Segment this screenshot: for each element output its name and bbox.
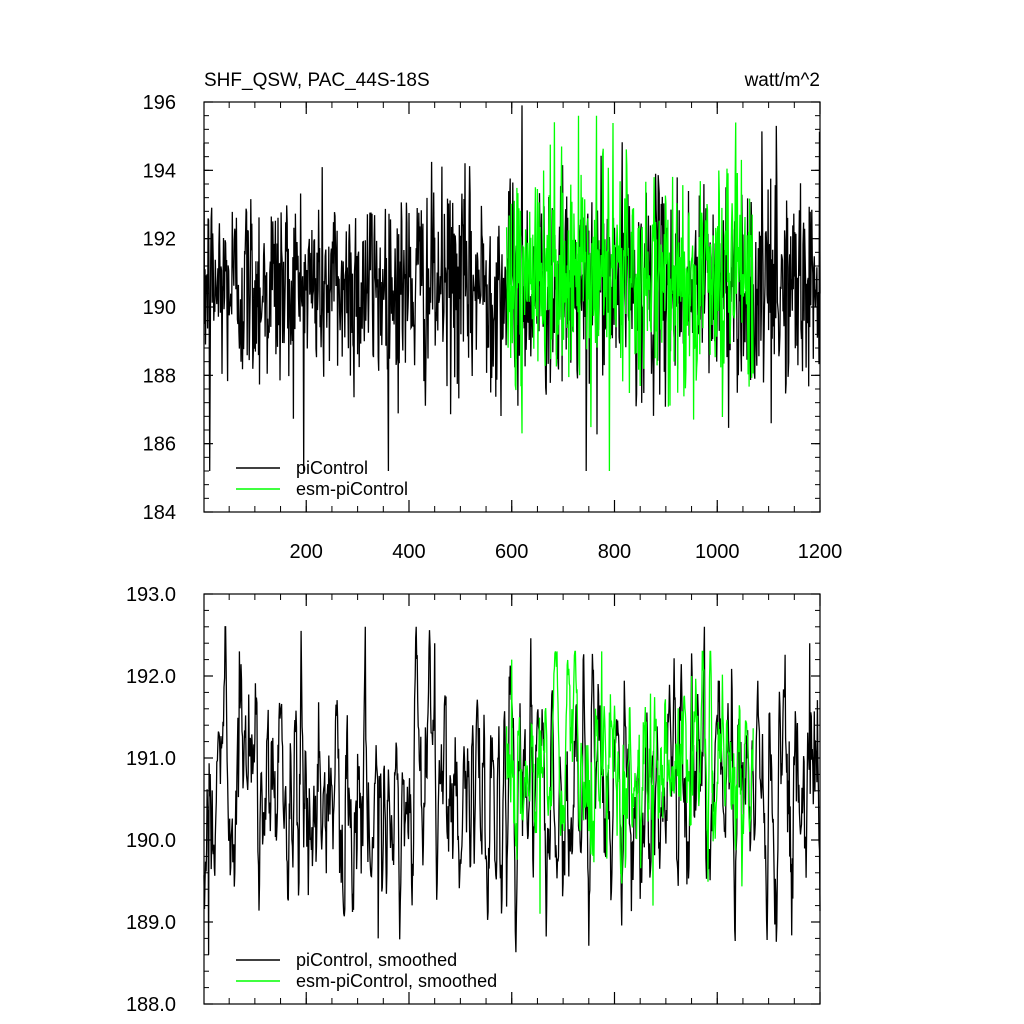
- top-x-tick-label: 400: [392, 541, 425, 563]
- top-x-tick-label: 200: [290, 541, 323, 563]
- top-series-lines: [203, 105, 821, 472]
- top-axis-ticks: 184 186 188 190 192 194 196 200 400 600 800 1000 120…: [143, 92, 843, 563]
- top-x-tick-label: 600: [495, 541, 528, 563]
- top-legend-label-2: esm-piControl: [296, 479, 408, 499]
- bottom-y-tick-label: 188.0: [126, 994, 176, 1016]
- chart-title: SHF_QSW, PAC_44S-18S: [204, 70, 430, 91]
- bottom-y-tick-label: 192.0: [126, 666, 176, 688]
- top-x-tick-label: 1200: [798, 541, 843, 563]
- bottom-series-line-2: [505, 650, 754, 914]
- top-y-tick-label: 188: [143, 365, 176, 387]
- bottom-panel: 188.0 189.0 190.0 191.0 192.0 193.0 piControl…: [126, 584, 821, 1016]
- units-label: watt/m^2: [744, 70, 820, 91]
- top-y-tick-label: 184: [143, 502, 176, 524]
- top-legend-label-1: piControl: [296, 458, 368, 478]
- bottom-legend-label-1: piControl, smoothed: [296, 950, 457, 970]
- bottom-y-tick-label: 189.0: [126, 912, 176, 934]
- bottom-y-tick-label: 193.0: [126, 584, 176, 606]
- bottom-axis-ticks: 188.0 189.0 190.0 191.0 192.0 193.0: [126, 584, 821, 1016]
- top-y-tick-label: 194: [143, 160, 176, 182]
- top-y-tick-label: 186: [143, 434, 176, 456]
- bottom-y-tick-label: 191.0: [126, 748, 176, 770]
- top-y-tick-label: 190: [143, 297, 176, 319]
- top-y-tick-label: 192: [143, 229, 176, 251]
- bottom-legend-label-2: esm-piControl, smoothed: [296, 971, 497, 991]
- top-series-line-2: [505, 115, 754, 472]
- top-x-tick-label: 800: [598, 541, 631, 563]
- bottom-series-lines: [203, 626, 821, 955]
- top-y-tick-label: 196: [143, 92, 176, 114]
- top-panel: SHF_QSW, PAC_44S-18S watt/m^2 1841861881…: [143, 70, 843, 563]
- bottom-y-tick-label: 190.0: [126, 830, 176, 852]
- top-x-tick-label: 1000: [695, 541, 740, 563]
